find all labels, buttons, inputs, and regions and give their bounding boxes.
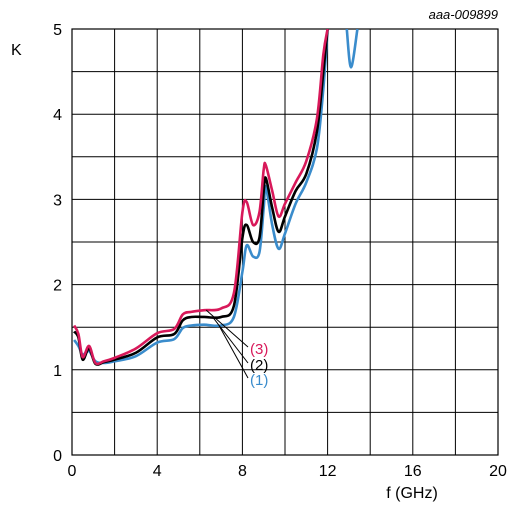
y-tick-label: 2 — [53, 278, 62, 295]
y-tick-label: 0 — [53, 448, 62, 465]
figure-reference: aaa-009899 — [429, 7, 498, 22]
series-label: (3) — [250, 341, 268, 358]
x-tick-label: 8 — [238, 463, 247, 480]
x-tick-label: 16 — [404, 463, 422, 480]
series-line — [345, 29, 359, 69]
y-tick-label: 1 — [53, 363, 62, 380]
y-axis-label: K — [11, 42, 22, 59]
series-label: (2) — [250, 357, 268, 374]
grid — [71, 28, 499, 456]
series-label-leader — [218, 325, 249, 379]
series-labels: (1)(2)(3) — [205, 309, 268, 389]
series-label: (1) — [250, 372, 268, 389]
series-line — [72, 29, 329, 366]
plot-frame — [71, 28, 499, 456]
x-axis-label: f (GHz) — [386, 485, 438, 502]
y-tick-label: 4 — [53, 107, 62, 124]
y-tick-label: 3 — [53, 192, 62, 209]
x-tick-label: 20 — [489, 463, 507, 480]
series-label-leader — [205, 309, 249, 348]
series-label-leader — [212, 316, 249, 364]
x-tick-label: 4 — [153, 463, 162, 480]
series-lines — [72, 29, 359, 366]
x-tick-label: 0 — [68, 463, 77, 480]
x-tick-label: 12 — [319, 463, 337, 480]
y-tick-label: 5 — [53, 22, 62, 39]
